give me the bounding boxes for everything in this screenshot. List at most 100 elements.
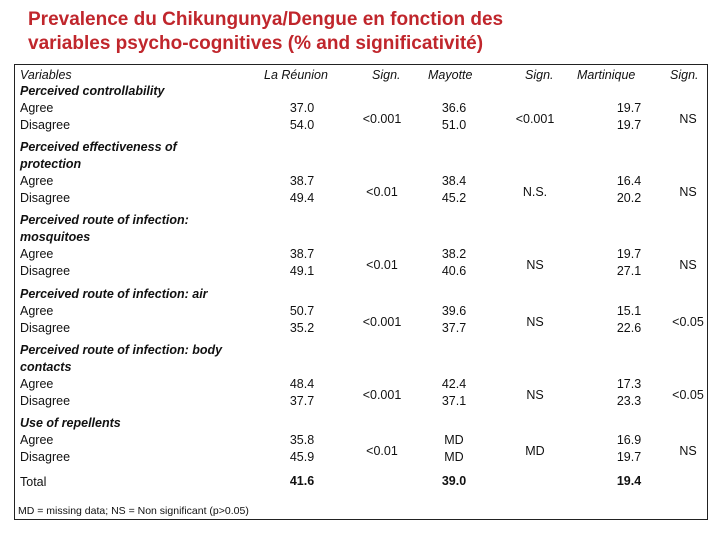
mayotte-values: MD MD bbox=[424, 432, 484, 466]
reunion-significance: <0.01 bbox=[366, 258, 398, 272]
martinique-disagree: 27.1 bbox=[616, 264, 642, 278]
martinique-significance: NS bbox=[679, 258, 697, 272]
agree-label: Agree bbox=[20, 304, 54, 318]
mayotte-disagree: 37.7 bbox=[441, 321, 467, 335]
reunion-agree: 35.8 bbox=[289, 433, 315, 447]
table-row-label: Perceived effectiveness of protection Ag… bbox=[20, 139, 220, 207]
reunion-disagree: 35.2 bbox=[289, 321, 315, 335]
reunion-disagree: 54.0 bbox=[289, 118, 315, 132]
reunion-agree: 50.7 bbox=[289, 304, 315, 318]
mayotte-agree: 42.4 bbox=[441, 377, 467, 391]
disagree-label: Disagree bbox=[20, 450, 71, 464]
reunion-agree: 48.4 bbox=[289, 377, 315, 391]
table-row-label: Use of repellents Agree Disagree bbox=[20, 415, 270, 466]
mayotte-values: 42.4 37.1 bbox=[424, 376, 484, 410]
agree-label: Agree bbox=[20, 247, 54, 261]
title-line-2: variables psycho-cognitives (% and signi… bbox=[28, 33, 484, 54]
mayotte-significance: NS bbox=[526, 315, 544, 329]
header-sign-mayotte: Sign. bbox=[525, 68, 554, 82]
table-row-label: Perceived route of infection: mosquitoes… bbox=[20, 212, 220, 280]
martinique-significance: <0.05 bbox=[672, 315, 704, 329]
agree-label: Agree bbox=[20, 174, 54, 188]
variable-title: Perceived route of infection: air bbox=[20, 287, 208, 301]
martinique-significance: <0.05 bbox=[672, 388, 704, 402]
mayotte-significance: NS bbox=[526, 258, 544, 272]
variable-title: Perceived controllability bbox=[20, 84, 165, 98]
mayotte-agree: 38.4 bbox=[441, 174, 467, 188]
reunion-agree: 37.0 bbox=[289, 101, 315, 115]
martinique-agree: 19.7 bbox=[616, 101, 642, 115]
disagree-label: Disagree bbox=[20, 264, 71, 278]
header-variables: Variables bbox=[20, 68, 72, 82]
header-sign-reunion: Sign. bbox=[372, 68, 401, 82]
martinique-values: 15.1 22.6 bbox=[599, 303, 659, 337]
disagree-label: Disagree bbox=[20, 118, 71, 132]
mayotte-values: 39.6 37.7 bbox=[424, 303, 484, 337]
martinique-significance: NS bbox=[679, 444, 697, 458]
total-label: Total bbox=[20, 475, 47, 489]
mayotte-disagree: 51.0 bbox=[441, 118, 467, 132]
martinique-values: 16.9 19.7 bbox=[599, 432, 659, 466]
martinique-disagree: 19.7 bbox=[616, 118, 642, 132]
reunion-disagree: 37.7 bbox=[289, 394, 315, 408]
variable-title: Perceived route of infection: mosquitoes bbox=[20, 213, 189, 244]
mayotte-significance: <0.001 bbox=[515, 112, 555, 126]
header-sign-martinique: Sign. bbox=[670, 68, 699, 82]
reunion-significance: <0.001 bbox=[362, 388, 402, 402]
reunion-values: 37.0 54.0 bbox=[272, 100, 332, 134]
table-frame bbox=[14, 64, 708, 520]
mayotte-disagree: 40.6 bbox=[441, 264, 467, 278]
mayotte-values: 38.2 40.6 bbox=[424, 246, 484, 280]
reunion-values: 38.7 49.1 bbox=[272, 246, 332, 280]
reunion-values: 35.8 45.9 bbox=[272, 432, 332, 466]
reunion-values: 38.7 49.4 bbox=[272, 173, 332, 207]
reunion-disagree: 49.1 bbox=[289, 264, 315, 278]
martinique-values: 16.4 20.2 bbox=[599, 173, 659, 207]
agree-label: Agree bbox=[20, 377, 54, 391]
reunion-significance: <0.001 bbox=[362, 112, 402, 126]
martinique-agree: 16.4 bbox=[616, 174, 642, 188]
header-reunion: La Réunion bbox=[264, 68, 328, 82]
footnote: MD = missing data; NS = Non significant … bbox=[18, 505, 249, 517]
martinique-values: 17.3 23.3 bbox=[599, 376, 659, 410]
reunion-values: 50.7 35.2 bbox=[272, 303, 332, 337]
mayotte-disagree: 45.2 bbox=[441, 191, 467, 205]
agree-label: Agree bbox=[20, 101, 54, 115]
total-reunion: 41.6 bbox=[289, 474, 315, 488]
martinique-values: 19.7 19.7 bbox=[599, 100, 659, 134]
variable-title: Perceived effectiveness of protection bbox=[20, 140, 177, 171]
header-martinique: Martinique bbox=[577, 68, 636, 82]
variable-title: Perceived route of infection: body conta… bbox=[20, 343, 223, 374]
martinique-agree: 17.3 bbox=[616, 377, 642, 391]
table-row-label: Perceived controllability Agree Disagree bbox=[20, 83, 270, 134]
reunion-significance: <0.001 bbox=[362, 315, 402, 329]
mayotte-agree: 36.6 bbox=[441, 101, 467, 115]
slide-title: Prevalence du Chikungunya/Dengue en fonc… bbox=[28, 8, 708, 56]
mayotte-agree: 39.6 bbox=[441, 304, 467, 318]
martinique-significance: NS bbox=[679, 112, 697, 126]
reunion-disagree: 49.4 bbox=[289, 191, 315, 205]
martinique-agree: 16.9 bbox=[616, 433, 642, 447]
title-line-1: Prevalence du Chikungunya/Dengue en fonc… bbox=[28, 9, 504, 30]
martinique-disagree: 22.6 bbox=[616, 321, 642, 335]
martinique-disagree: 19.7 bbox=[616, 450, 642, 464]
reunion-agree: 38.7 bbox=[289, 247, 315, 261]
table-row-label: Perceived route of infection: air Agree … bbox=[20, 286, 270, 337]
total-martinique: 19.4 bbox=[616, 474, 642, 488]
mayotte-significance: NS bbox=[526, 388, 544, 402]
martinique-agree: 19.7 bbox=[616, 247, 642, 261]
martinique-significance: NS bbox=[679, 185, 697, 199]
mayotte-values: 36.6 51.0 bbox=[424, 100, 484, 134]
martinique-values: 19.7 27.1 bbox=[599, 246, 659, 280]
disagree-label: Disagree bbox=[20, 191, 71, 205]
mayotte-agree: 38.2 bbox=[441, 247, 467, 261]
martinique-disagree: 23.3 bbox=[616, 394, 642, 408]
mayotte-agree: MD bbox=[444, 433, 464, 447]
disagree-label: Disagree bbox=[20, 394, 71, 408]
reunion-significance: <0.01 bbox=[366, 444, 398, 458]
disagree-label: Disagree bbox=[20, 321, 71, 335]
mayotte-values: 38.4 45.2 bbox=[424, 173, 484, 207]
total-mayotte: 39.0 bbox=[441, 474, 467, 488]
header-mayotte: Mayotte bbox=[428, 68, 473, 82]
table-row-label: Perceived route of infection: body conta… bbox=[20, 342, 260, 410]
